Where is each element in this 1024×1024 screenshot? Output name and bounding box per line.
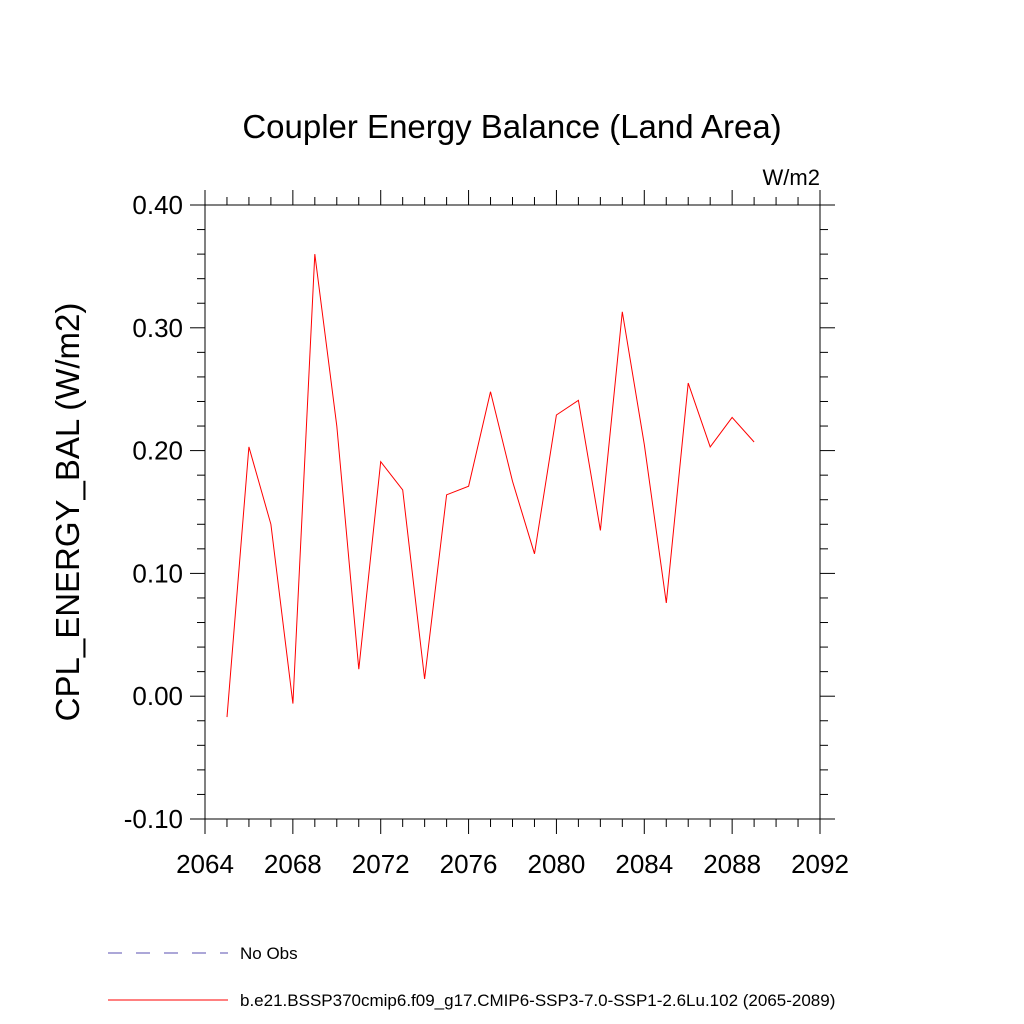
data-point [578,400,579,401]
data-point [754,442,755,443]
data-point [534,553,535,554]
units-label: W/m2 [763,165,820,190]
y-tick-label: 0.30 [132,313,183,343]
y-tick-label: 0.00 [132,681,183,711]
data-point [358,669,359,670]
data-point [644,444,645,445]
x-tick-label: 2072 [352,849,410,879]
x-tick-label: 2076 [440,849,498,879]
data-point [336,426,337,427]
axes: 2064 2068 2072 2076 2080 2084 2088 2092 -0.10 0.0… [124,190,849,879]
data-point [666,602,667,603]
data-point [688,383,689,384]
x-tick-label: 2084 [615,849,673,879]
y-tick-label: -0.10 [124,804,183,834]
data-point [226,717,227,718]
x-tick-label: 2092 [791,849,849,879]
x-tick-label: 2080 [528,849,586,879]
data-point [270,524,271,525]
data-point [600,530,601,531]
data-point [556,414,557,415]
legend-label-series: b.e21.BSSP370cmip6.f09_g17.CMIP6-SSP3-7.… [240,991,835,1010]
plot-frame [204,204,821,820]
data-point [314,254,315,255]
y-tick-label: 0.10 [132,558,183,588]
data-point [490,391,491,392]
data-point [622,311,623,312]
data-point [710,446,711,447]
legend: No Obs b.e21.BSSP370cmip6.f09_g17.CMIP6-… [108,944,835,1010]
x-tick-label: 2088 [703,849,761,879]
legend-label-no-obs: No Obs [240,944,298,963]
plot-data [226,254,755,718]
y-axis-label: CPL_ENERGY_BAL (W/m2) [49,303,86,722]
data-point [732,417,733,418]
y-tick-label: 0.20 [132,436,183,466]
x-tick-label: 2064 [176,849,234,879]
data-point [446,494,447,495]
data-point [380,461,381,462]
x-tick-label: 2068 [264,849,322,879]
y-tick-label: 0.40 [132,190,183,220]
data-point [292,703,293,704]
series-line [226,254,755,718]
data-point [424,679,425,680]
chart-title: Coupler Energy Balance (Land Area) [242,108,781,145]
data-point [248,446,249,447]
data-point [512,481,513,482]
data-point [468,486,469,487]
data-point [402,489,403,490]
